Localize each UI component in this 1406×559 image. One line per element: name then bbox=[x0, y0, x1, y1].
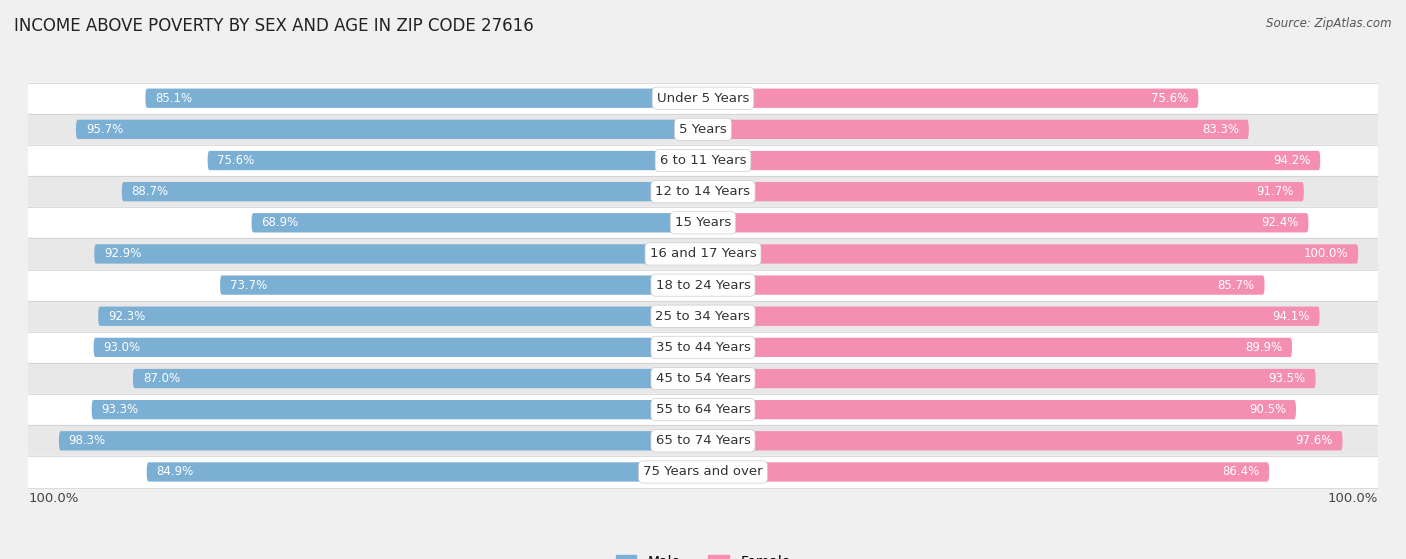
FancyBboxPatch shape bbox=[122, 182, 703, 201]
FancyBboxPatch shape bbox=[145, 88, 703, 108]
FancyBboxPatch shape bbox=[703, 306, 1320, 326]
FancyBboxPatch shape bbox=[221, 276, 703, 295]
Text: 88.7%: 88.7% bbox=[132, 185, 169, 198]
Bar bbox=[28, 425, 1378, 456]
FancyBboxPatch shape bbox=[146, 462, 703, 482]
Text: 100.0%: 100.0% bbox=[28, 492, 79, 505]
FancyBboxPatch shape bbox=[703, 400, 1296, 419]
Bar bbox=[28, 238, 1378, 269]
Text: 91.7%: 91.7% bbox=[1257, 185, 1294, 198]
Text: 75.6%: 75.6% bbox=[1152, 92, 1188, 105]
Text: 18 to 24 Years: 18 to 24 Years bbox=[655, 278, 751, 292]
Text: 97.6%: 97.6% bbox=[1295, 434, 1333, 447]
FancyBboxPatch shape bbox=[59, 431, 703, 451]
Bar bbox=[28, 394, 1378, 425]
Text: 93.0%: 93.0% bbox=[104, 341, 141, 354]
FancyBboxPatch shape bbox=[703, 244, 1358, 264]
Text: 16 and 17 Years: 16 and 17 Years bbox=[650, 248, 756, 260]
FancyBboxPatch shape bbox=[703, 431, 1343, 451]
Bar bbox=[28, 363, 1378, 394]
Text: 25 to 34 Years: 25 to 34 Years bbox=[655, 310, 751, 323]
FancyBboxPatch shape bbox=[252, 213, 703, 233]
FancyBboxPatch shape bbox=[703, 88, 1198, 108]
FancyBboxPatch shape bbox=[134, 369, 703, 388]
Text: 100.0%: 100.0% bbox=[1303, 248, 1348, 260]
Text: 6 to 11 Years: 6 to 11 Years bbox=[659, 154, 747, 167]
Text: 73.7%: 73.7% bbox=[231, 278, 267, 292]
Bar bbox=[28, 145, 1378, 176]
Text: 86.4%: 86.4% bbox=[1222, 466, 1260, 479]
Bar bbox=[28, 269, 1378, 301]
Text: 75.6%: 75.6% bbox=[218, 154, 254, 167]
Text: 94.2%: 94.2% bbox=[1272, 154, 1310, 167]
Text: 92.3%: 92.3% bbox=[108, 310, 145, 323]
FancyBboxPatch shape bbox=[76, 120, 703, 139]
FancyBboxPatch shape bbox=[703, 276, 1264, 295]
Text: 5 Years: 5 Years bbox=[679, 123, 727, 136]
FancyBboxPatch shape bbox=[91, 400, 703, 419]
Text: 12 to 14 Years: 12 to 14 Years bbox=[655, 185, 751, 198]
Text: 85.1%: 85.1% bbox=[155, 92, 193, 105]
Text: 55 to 64 Years: 55 to 64 Years bbox=[655, 403, 751, 416]
Text: 45 to 54 Years: 45 to 54 Years bbox=[655, 372, 751, 385]
FancyBboxPatch shape bbox=[703, 213, 1309, 233]
Text: Under 5 Years: Under 5 Years bbox=[657, 92, 749, 105]
Text: 65 to 74 Years: 65 to 74 Years bbox=[655, 434, 751, 447]
Legend: Male, Female: Male, Female bbox=[610, 549, 796, 559]
Text: 90.5%: 90.5% bbox=[1249, 403, 1286, 416]
Bar bbox=[28, 176, 1378, 207]
Text: 35 to 44 Years: 35 to 44 Years bbox=[655, 341, 751, 354]
FancyBboxPatch shape bbox=[208, 151, 703, 170]
FancyBboxPatch shape bbox=[703, 462, 1270, 482]
FancyBboxPatch shape bbox=[703, 120, 1249, 139]
Text: Source: ZipAtlas.com: Source: ZipAtlas.com bbox=[1267, 17, 1392, 30]
Text: 95.7%: 95.7% bbox=[86, 123, 124, 136]
FancyBboxPatch shape bbox=[94, 244, 703, 264]
FancyBboxPatch shape bbox=[703, 182, 1303, 201]
Bar bbox=[28, 301, 1378, 332]
Text: 93.5%: 93.5% bbox=[1268, 372, 1306, 385]
Text: 93.3%: 93.3% bbox=[101, 403, 139, 416]
Text: 92.4%: 92.4% bbox=[1261, 216, 1299, 229]
Text: 75 Years and over: 75 Years and over bbox=[643, 466, 763, 479]
Bar bbox=[28, 456, 1378, 487]
Text: 68.9%: 68.9% bbox=[262, 216, 298, 229]
FancyBboxPatch shape bbox=[703, 338, 1292, 357]
Text: 94.1%: 94.1% bbox=[1272, 310, 1310, 323]
Text: 87.0%: 87.0% bbox=[143, 372, 180, 385]
Text: 92.9%: 92.9% bbox=[104, 248, 142, 260]
FancyBboxPatch shape bbox=[703, 151, 1320, 170]
Text: 84.9%: 84.9% bbox=[156, 466, 194, 479]
Text: 98.3%: 98.3% bbox=[69, 434, 105, 447]
Text: INCOME ABOVE POVERTY BY SEX AND AGE IN ZIP CODE 27616: INCOME ABOVE POVERTY BY SEX AND AGE IN Z… bbox=[14, 17, 534, 35]
FancyBboxPatch shape bbox=[94, 338, 703, 357]
Text: 89.9%: 89.9% bbox=[1244, 341, 1282, 354]
Text: 100.0%: 100.0% bbox=[1327, 492, 1378, 505]
Bar bbox=[28, 207, 1378, 238]
FancyBboxPatch shape bbox=[703, 369, 1316, 388]
Bar bbox=[28, 114, 1378, 145]
Text: 83.3%: 83.3% bbox=[1202, 123, 1239, 136]
Text: 15 Years: 15 Years bbox=[675, 216, 731, 229]
Bar bbox=[28, 83, 1378, 114]
Bar bbox=[28, 332, 1378, 363]
FancyBboxPatch shape bbox=[98, 306, 703, 326]
Text: 85.7%: 85.7% bbox=[1218, 278, 1254, 292]
